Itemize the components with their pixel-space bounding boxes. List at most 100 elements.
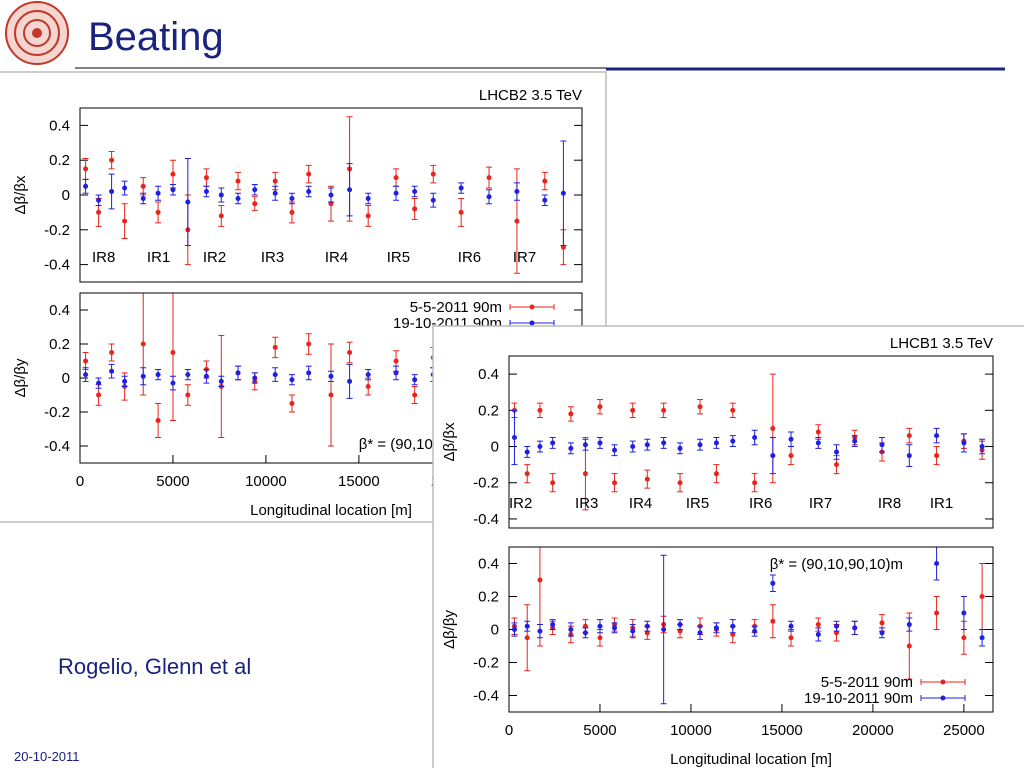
logo: [5, 1, 69, 65]
point: [770, 453, 776, 459]
point: [252, 201, 258, 207]
x-tick-label: 0: [76, 473, 84, 490]
x-tick-label: 10000: [670, 722, 712, 739]
plot-frame: [79, 107, 583, 283]
point: [252, 375, 258, 381]
point: [365, 213, 371, 219]
point: [430, 171, 436, 177]
point: [140, 195, 146, 201]
point: [597, 404, 603, 410]
point: [155, 372, 161, 378]
point: [815, 622, 821, 628]
point: [560, 190, 566, 196]
point: [730, 623, 736, 629]
point: [170, 350, 176, 355]
point: [906, 453, 912, 459]
ir-label: IR7: [809, 495, 832, 512]
point: [486, 175, 492, 181]
point: [524, 449, 530, 455]
point: [550, 622, 556, 628]
point: [96, 380, 102, 386]
point: [542, 197, 548, 203]
point: [365, 384, 371, 389]
point: [568, 411, 574, 417]
x-axis-label: Longitudinal location [m]: [670, 751, 832, 768]
point: [612, 625, 618, 631]
legend-marker: [940, 679, 946, 685]
point: [412, 206, 418, 212]
y-tick-label: -0.2: [44, 222, 70, 239]
ir-label: IR2: [509, 495, 532, 512]
point: [203, 175, 209, 181]
point: [644, 442, 650, 448]
point: [815, 440, 821, 446]
point: [630, 407, 636, 413]
x-tick-label: 15000: [761, 722, 803, 739]
point: [597, 440, 603, 446]
point: [550, 480, 556, 486]
point: [961, 635, 967, 641]
y-tick-label: 0.2: [49, 152, 70, 169]
point: [458, 185, 464, 191]
point: [677, 445, 683, 451]
point: [697, 404, 703, 410]
point: [235, 195, 241, 201]
legend-label: 19-10-2011 90m: [804, 690, 913, 707]
plot-frame: [508, 355, 994, 529]
y-tick-label: -0.2: [44, 404, 70, 421]
y-tick-label: 0.4: [49, 302, 70, 319]
legend-marker: [529, 320, 535, 326]
point: [770, 580, 776, 586]
point: [612, 447, 618, 453]
point: [306, 189, 312, 195]
x-tick-label: 10000: [245, 473, 287, 490]
point: [524, 471, 530, 477]
point: [289, 195, 295, 201]
y-axis-label: Δβ/βx: [441, 422, 458, 461]
point: [328, 192, 334, 198]
point: [185, 199, 191, 205]
y-tick-label: 0.2: [49, 336, 70, 353]
point: [289, 209, 295, 215]
point: [511, 434, 517, 440]
point: [713, 471, 719, 477]
point: [328, 392, 334, 398]
point: [582, 442, 588, 448]
point: [155, 209, 161, 215]
point: [788, 635, 794, 641]
y-tick-label: -0.4: [44, 438, 70, 455]
y-tick-label: 0.4: [49, 117, 70, 134]
point: [906, 433, 912, 439]
point: [752, 628, 758, 634]
point: [235, 370, 241, 376]
point: [582, 471, 588, 477]
point: [328, 373, 334, 379]
point: [730, 438, 736, 444]
ir-label: IR5: [387, 249, 410, 266]
point: [83, 183, 89, 189]
plot-area: [511, 373, 986, 511]
ir-label: IR6: [749, 495, 772, 512]
x-tick-label: 25000: [943, 722, 985, 739]
y-tick-label: -0.4: [473, 511, 499, 528]
point: [542, 178, 548, 184]
point: [879, 620, 885, 626]
point: [203, 189, 209, 195]
point: [218, 213, 224, 219]
point: [185, 392, 191, 398]
ir-label: IR5: [686, 495, 709, 512]
y-axis-label: Δβ/βy: [441, 610, 458, 649]
point: [834, 449, 840, 455]
panel-title: LHCB1 3.5 TeV: [890, 335, 993, 352]
ir-label: IR4: [629, 495, 652, 512]
point: [393, 370, 399, 376]
point: [96, 197, 102, 203]
point: [568, 627, 574, 632]
point: [122, 378, 128, 384]
point: [185, 372, 191, 378]
point: [834, 623, 840, 629]
point: [252, 187, 258, 193]
ir-label: IR8: [92, 249, 115, 266]
x-tick-label: 0: [505, 722, 513, 739]
